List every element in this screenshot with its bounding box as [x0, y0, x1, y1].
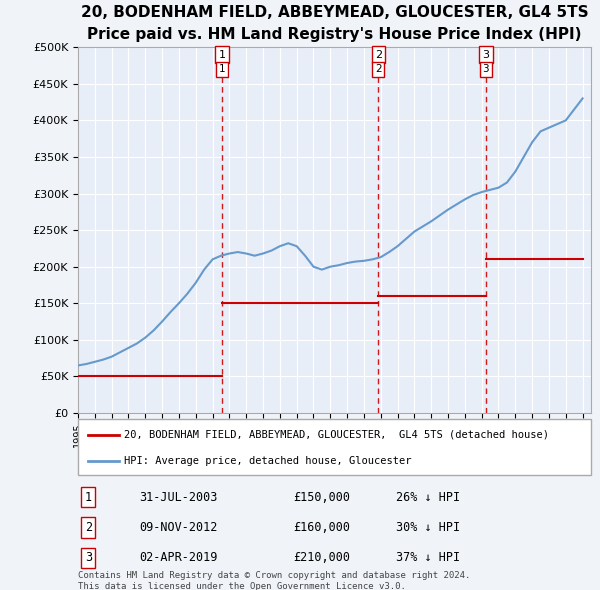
- Text: 09-NOV-2012: 09-NOV-2012: [140, 521, 218, 534]
- Text: £210,000: £210,000: [293, 551, 350, 564]
- Text: 1: 1: [85, 491, 92, 504]
- Text: 37% ↓ HPI: 37% ↓ HPI: [396, 551, 460, 564]
- Text: 02-APR-2019: 02-APR-2019: [140, 551, 218, 564]
- Text: 3: 3: [482, 50, 490, 60]
- Title: 20, BODENHAM FIELD, ABBEYMEAD, GLOUCESTER, GL4 5TS
Price paid vs. HM Land Regist: 20, BODENHAM FIELD, ABBEYMEAD, GLOUCESTE…: [80, 5, 589, 42]
- Text: 31-JUL-2003: 31-JUL-2003: [140, 491, 218, 504]
- Text: 2: 2: [375, 50, 382, 60]
- Text: 1: 1: [219, 50, 226, 60]
- Text: 3: 3: [482, 64, 489, 74]
- Text: 26% ↓ HPI: 26% ↓ HPI: [396, 491, 460, 504]
- Text: £150,000: £150,000: [293, 491, 350, 504]
- Text: HPI: Average price, detached house, Gloucester: HPI: Average price, detached house, Glou…: [124, 456, 412, 466]
- Text: 1: 1: [219, 64, 226, 74]
- Text: 20, BODENHAM FIELD, ABBEYMEAD, GLOUCESTER,  GL4 5TS (detached house): 20, BODENHAM FIELD, ABBEYMEAD, GLOUCESTE…: [124, 430, 549, 440]
- Text: 3: 3: [85, 551, 92, 564]
- Text: Contains HM Land Registry data © Crown copyright and database right 2024.
This d: Contains HM Land Registry data © Crown c…: [78, 571, 470, 590]
- Text: 2: 2: [375, 64, 382, 74]
- FancyBboxPatch shape: [78, 419, 591, 475]
- Text: 30% ↓ HPI: 30% ↓ HPI: [396, 521, 460, 534]
- Text: £160,000: £160,000: [293, 521, 350, 534]
- Text: 2: 2: [85, 521, 92, 534]
